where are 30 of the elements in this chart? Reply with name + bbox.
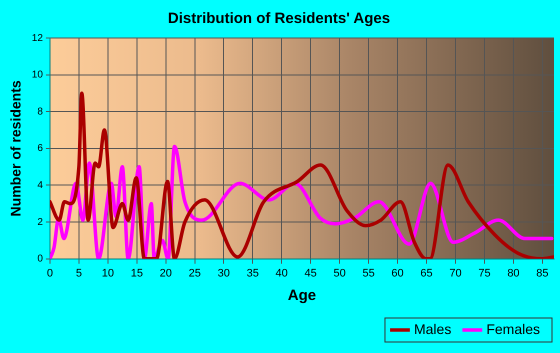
x-tick-label: 60 — [391, 267, 404, 280]
x-tick-label: 35 — [246, 267, 259, 280]
y-tick-label: 2 — [37, 216, 44, 228]
x-tick-label: 0 — [46, 267, 53, 280]
y-tick-label: 12 — [32, 32, 44, 44]
x-tick-label: 20 — [160, 267, 172, 280]
x-tick-label: 70 — [449, 267, 462, 280]
x-tick-label: 15 — [130, 267, 143, 280]
x-tick-label: 85 — [536, 267, 549, 280]
y-axis-title: Number of residents — [7, 80, 24, 216]
x-tick-label: 25 — [188, 267, 201, 280]
x-tick-label: 45 — [304, 267, 317, 280]
legend-label: Males — [414, 320, 452, 337]
x-tick-label: 10 — [102, 267, 114, 280]
x-axis-title: Age — [288, 287, 316, 304]
y-tick-label: 10 — [32, 70, 44, 81]
y-tick-label: 6 — [37, 143, 44, 154]
legend-label: Females — [486, 320, 540, 337]
y-tick-label: 8 — [37, 106, 44, 118]
x-tick-label: 5 — [76, 267, 82, 280]
x-tick-label: 65 — [420, 267, 433, 280]
x-tick-label: 30 — [218, 267, 230, 280]
y-tick-label: 0 — [37, 254, 44, 265]
x-tick-label: 75 — [478, 267, 491, 280]
x-tick-label: 80 — [507, 267, 520, 280]
x-tick-label: 55 — [362, 267, 375, 280]
chart-title: Distribution of Residents' Ages — [168, 10, 390, 28]
y-tick-label: 4 — [37, 180, 44, 191]
x-tick-label: 40 — [276, 267, 288, 280]
x-tick-label: 50 — [333, 267, 346, 280]
